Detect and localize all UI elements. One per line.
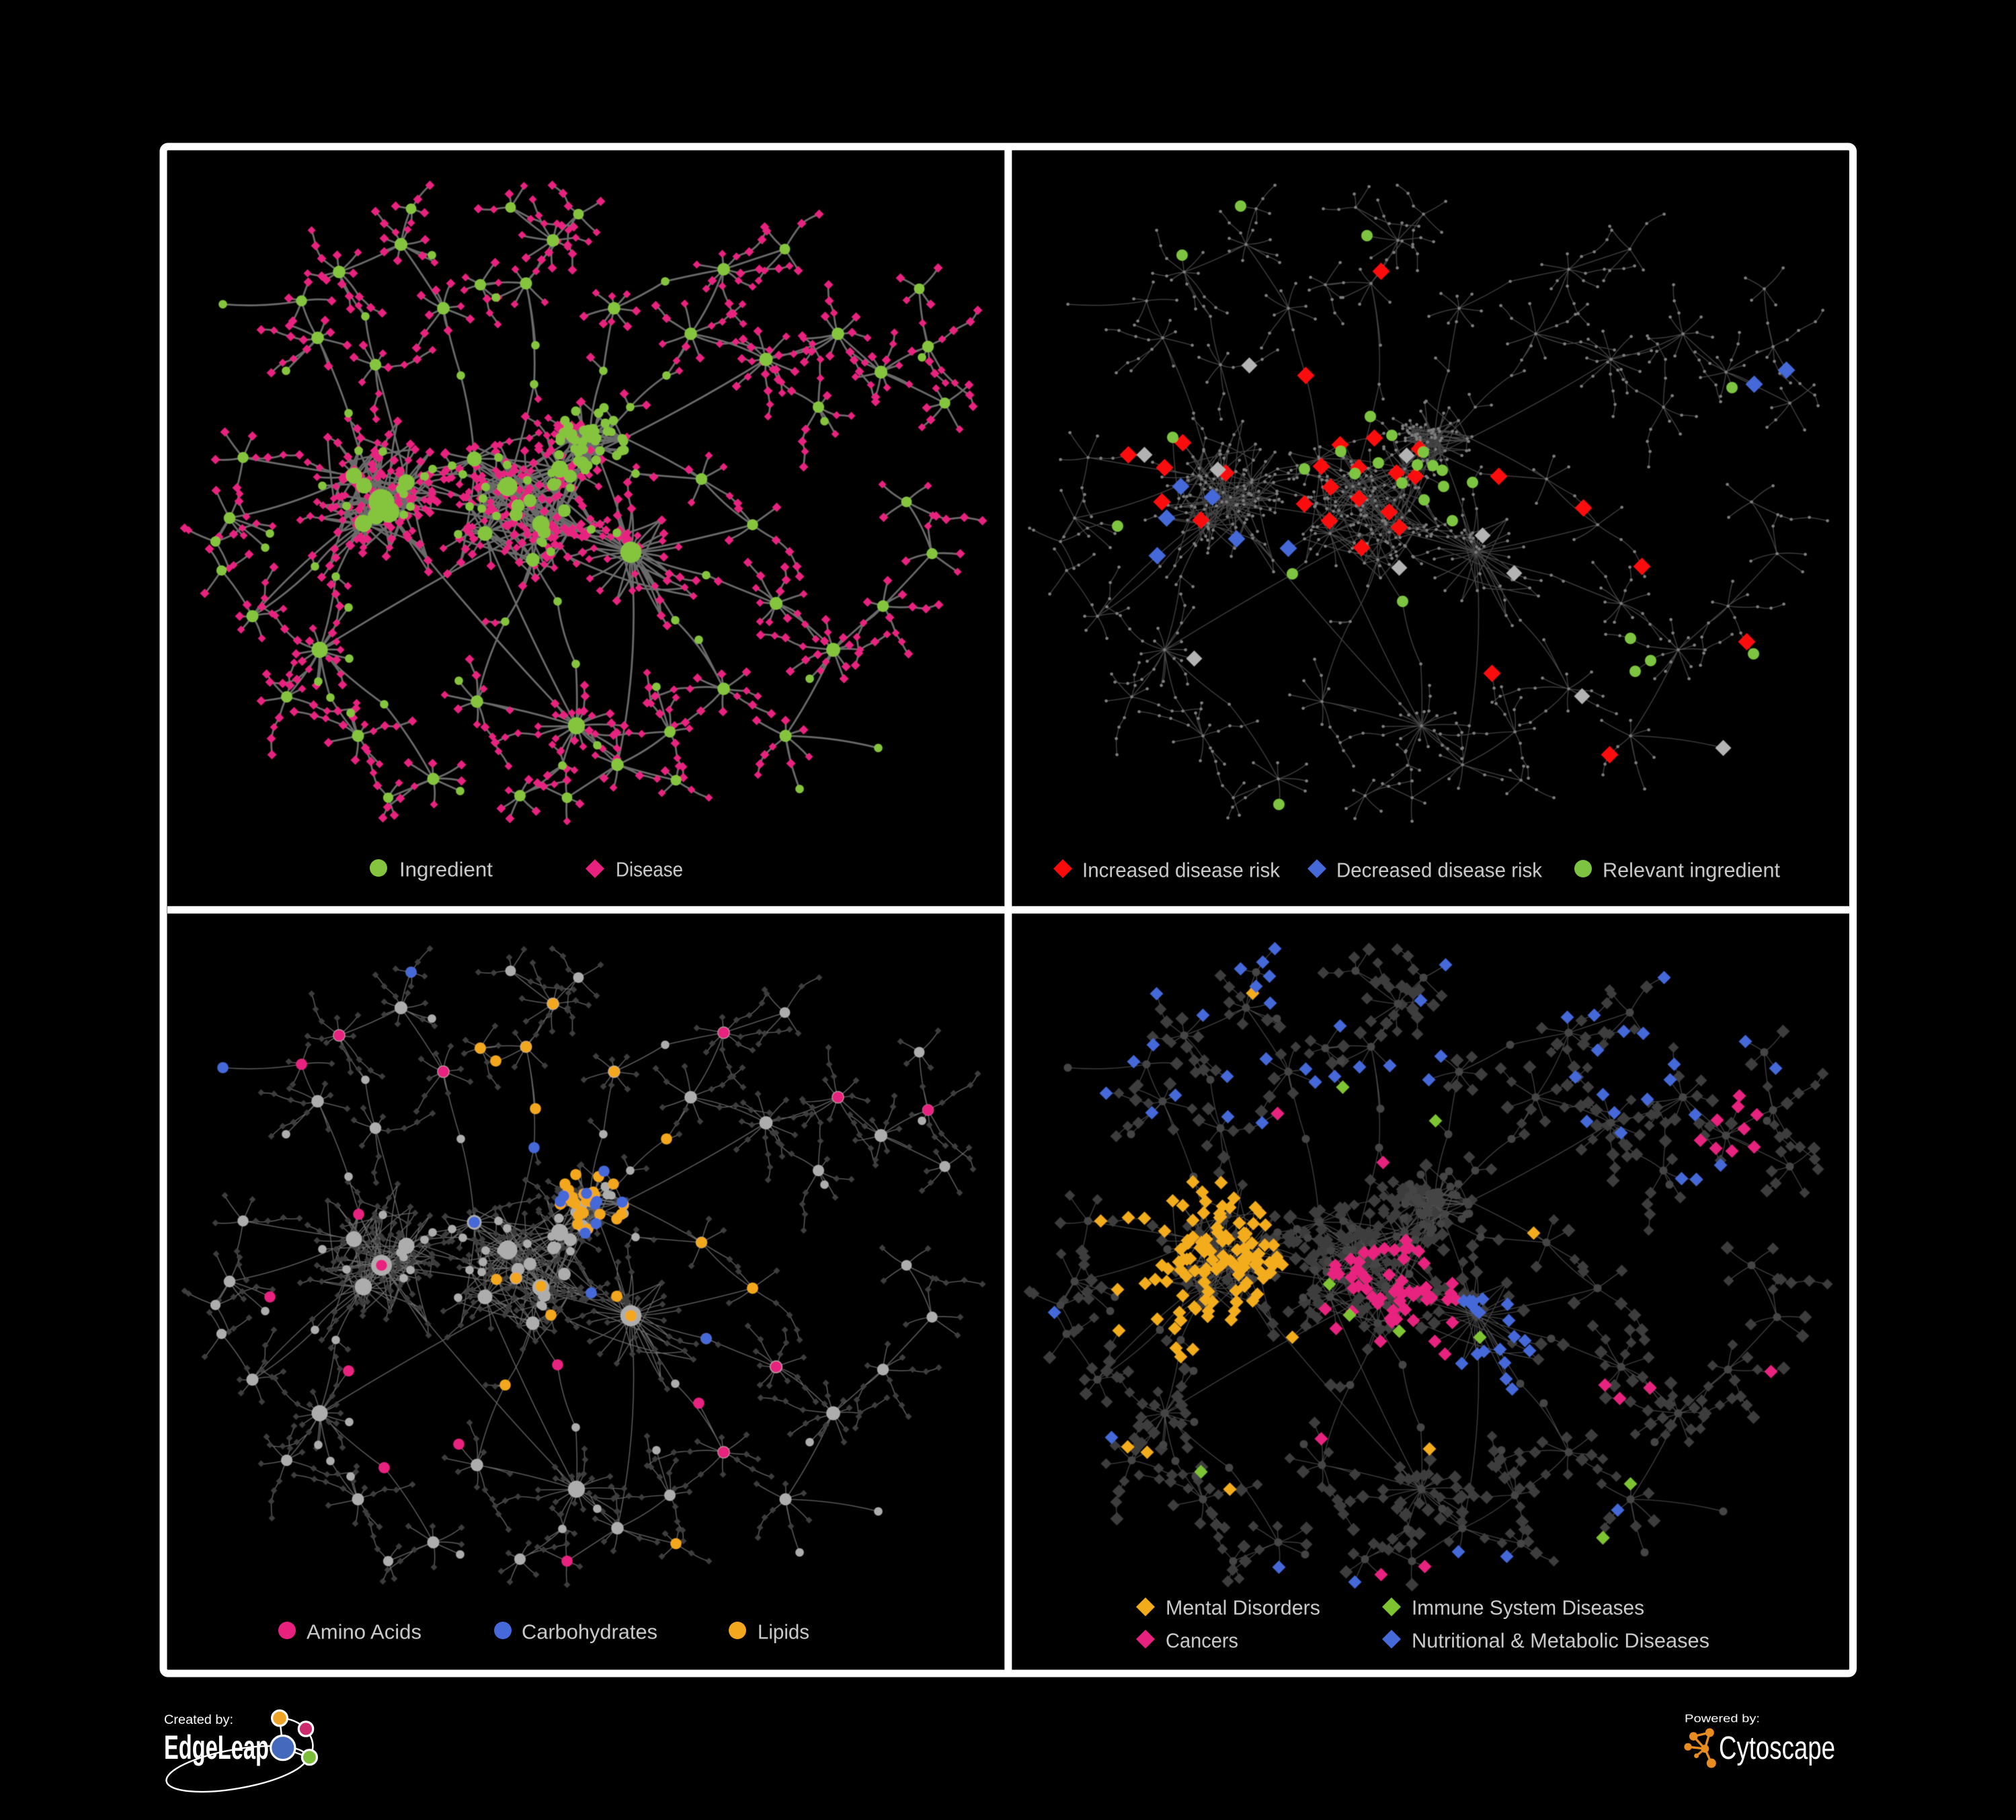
svg-text:Immune System Diseases: Immune System Diseases [1412, 1596, 1644, 1620]
svg-text:Increased disease risk: Increased disease risk [1082, 859, 1280, 882]
svg-text:Nutritional & Metabolic Diseas: Nutritional & Metabolic Diseases [1412, 1629, 1709, 1653]
svg-text:Amino Acids: Amino Acids [307, 1620, 421, 1644]
svg-text:Powered by:: Powered by: [1685, 1712, 1760, 1725]
svg-text:Ingredient: Ingredient [399, 858, 493, 881]
svg-text:Lipids: Lipids [758, 1620, 809, 1644]
svg-text:Carbohydrates: Carbohydrates [522, 1620, 657, 1644]
svg-text:EdgeLeap: EdgeLeap [164, 1729, 269, 1766]
svg-text:Cancers: Cancers [1166, 1629, 1238, 1653]
svg-text:Decreased disease risk: Decreased disease risk [1336, 859, 1542, 882]
svg-text:Disease: Disease [616, 858, 683, 881]
svg-text:Cytoscape: Cytoscape [1719, 1731, 1835, 1766]
svg-text:Created by:: Created by: [164, 1713, 233, 1727]
svg-text:Relevant ingredient: Relevant ingredient [1603, 859, 1780, 882]
svg-text:Mental Disorders: Mental Disorders [1166, 1596, 1320, 1620]
